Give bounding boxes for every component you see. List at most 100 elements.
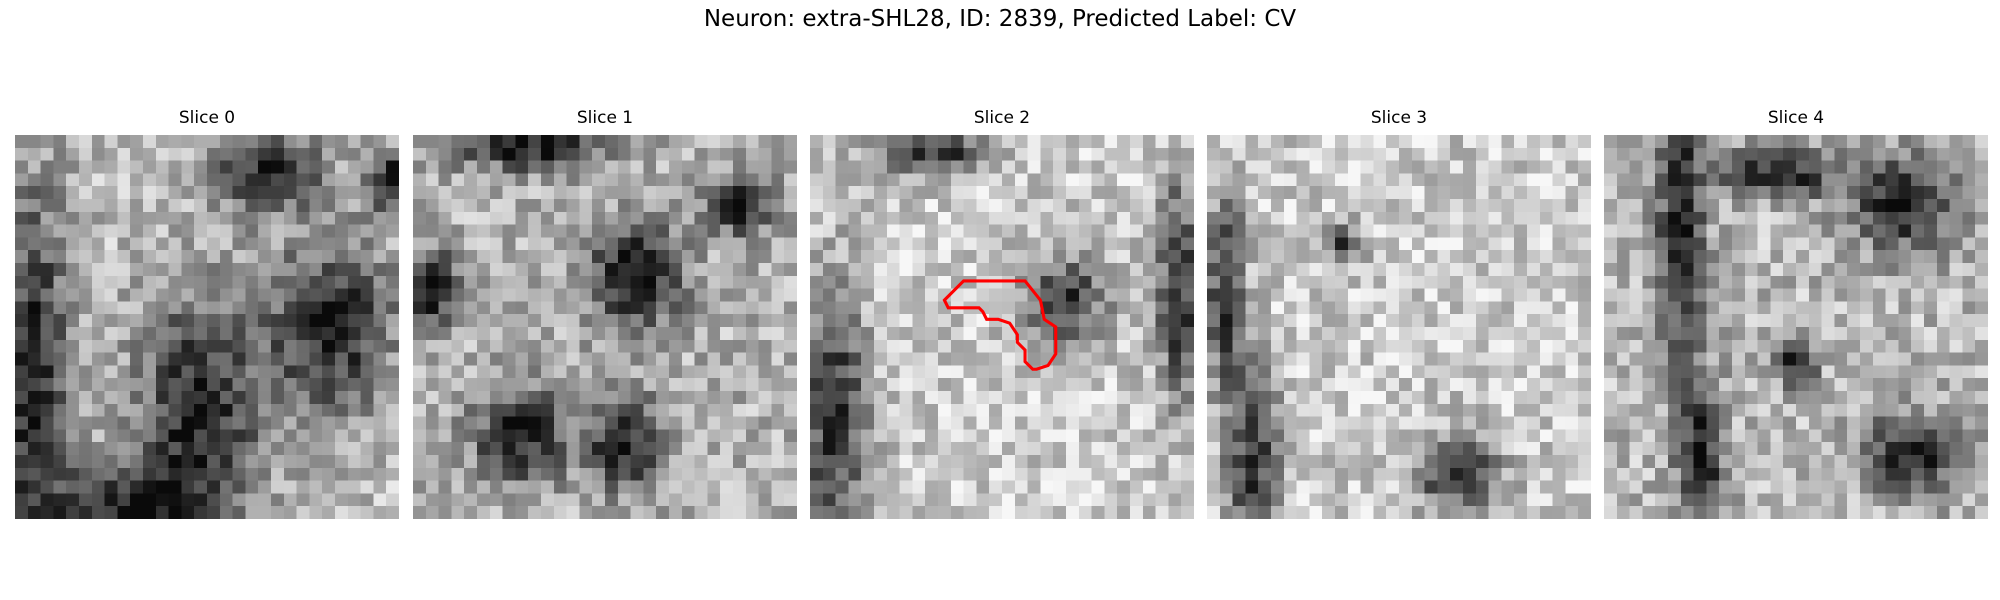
pixel	[1155, 493, 1169, 507]
pixel	[1450, 186, 1464, 200]
pixel	[1117, 250, 1131, 264]
pixel	[1847, 147, 1861, 161]
pixel	[130, 173, 144, 187]
pixel	[1091, 186, 1105, 200]
pixel	[1040, 378, 1054, 392]
pixel	[1514, 403, 1528, 417]
pixel	[1629, 327, 1643, 341]
pixel	[1668, 263, 1682, 277]
pixel	[656, 147, 670, 161]
pixel	[1463, 339, 1477, 353]
pixel	[1706, 263, 1720, 277]
pixel	[1680, 403, 1694, 417]
pixel	[989, 403, 1003, 417]
pixel	[219, 378, 233, 392]
pixel	[296, 429, 310, 443]
pixel	[232, 391, 246, 405]
pixel	[1335, 467, 1349, 481]
pixel	[1629, 506, 1643, 519]
pixel	[347, 378, 361, 392]
pixel	[194, 186, 208, 200]
pixel	[91, 455, 105, 469]
pixel	[373, 275, 387, 289]
pixel	[835, 467, 849, 481]
pixel	[1014, 365, 1028, 379]
pixel	[168, 199, 182, 213]
pixel	[1680, 378, 1694, 392]
pixel	[1488, 493, 1502, 507]
pixel	[155, 224, 169, 238]
pixel	[322, 250, 336, 264]
pixel	[912, 365, 926, 379]
pixel	[360, 173, 374, 187]
pixel	[1808, 250, 1822, 264]
pixel	[1207, 442, 1221, 456]
pixel	[1706, 147, 1720, 161]
pixel	[592, 224, 606, 238]
pixel	[1309, 391, 1323, 405]
pixel	[1181, 327, 1194, 341]
pixel	[1078, 288, 1092, 302]
pixel	[168, 339, 182, 353]
pixel	[1629, 237, 1643, 251]
pixel	[1655, 237, 1669, 251]
pixel	[566, 352, 580, 366]
pixel	[464, 160, 478, 174]
pixel	[283, 455, 297, 469]
pixel	[1604, 339, 1618, 353]
pixel	[1437, 250, 1451, 264]
pixel	[810, 365, 824, 379]
pixel	[1002, 199, 1016, 213]
pixel	[950, 391, 964, 405]
pixel	[1347, 378, 1361, 392]
pixel	[745, 480, 759, 494]
pixel	[1821, 455, 1835, 469]
pixel	[771, 416, 785, 430]
pixel	[360, 160, 374, 174]
pixel	[40, 365, 54, 379]
slice-image	[1604, 135, 1988, 519]
pixel	[669, 211, 683, 225]
pixel	[1770, 327, 1784, 341]
pixel	[347, 442, 361, 456]
pixel	[347, 339, 361, 353]
pixel	[27, 199, 41, 213]
pixel	[1770, 301, 1784, 315]
pixel	[1168, 275, 1182, 289]
pixel	[15, 250, 29, 264]
pixel	[822, 493, 836, 507]
pixel	[502, 493, 516, 507]
pixel	[1693, 455, 1707, 469]
pixel	[886, 429, 900, 443]
pixel	[1283, 455, 1297, 469]
pixel	[296, 263, 310, 277]
pixel	[27, 237, 41, 251]
pixel	[1501, 416, 1515, 430]
pixel	[643, 314, 657, 328]
pixel	[681, 314, 695, 328]
pixel	[1642, 467, 1656, 481]
pixel	[1411, 378, 1425, 392]
pixel	[1386, 160, 1400, 174]
pixel	[79, 237, 93, 251]
pixel	[1706, 480, 1720, 494]
pixel	[1399, 314, 1413, 328]
pixel	[451, 160, 465, 174]
pixel	[1629, 263, 1643, 277]
pixel	[1386, 403, 1400, 417]
pixel	[1514, 442, 1528, 456]
pixel	[899, 378, 913, 392]
pixel	[886, 467, 900, 481]
pixel	[1501, 237, 1515, 251]
pixel	[617, 263, 631, 277]
pixel	[168, 480, 182, 494]
pixel	[835, 480, 849, 494]
pixel	[1296, 275, 1310, 289]
pixel	[1783, 455, 1797, 469]
pixel	[1040, 416, 1054, 430]
pixel	[143, 493, 157, 507]
pixel	[1347, 442, 1361, 456]
pixel	[386, 352, 399, 366]
pixel	[451, 493, 465, 507]
pixel	[1911, 493, 1925, 507]
